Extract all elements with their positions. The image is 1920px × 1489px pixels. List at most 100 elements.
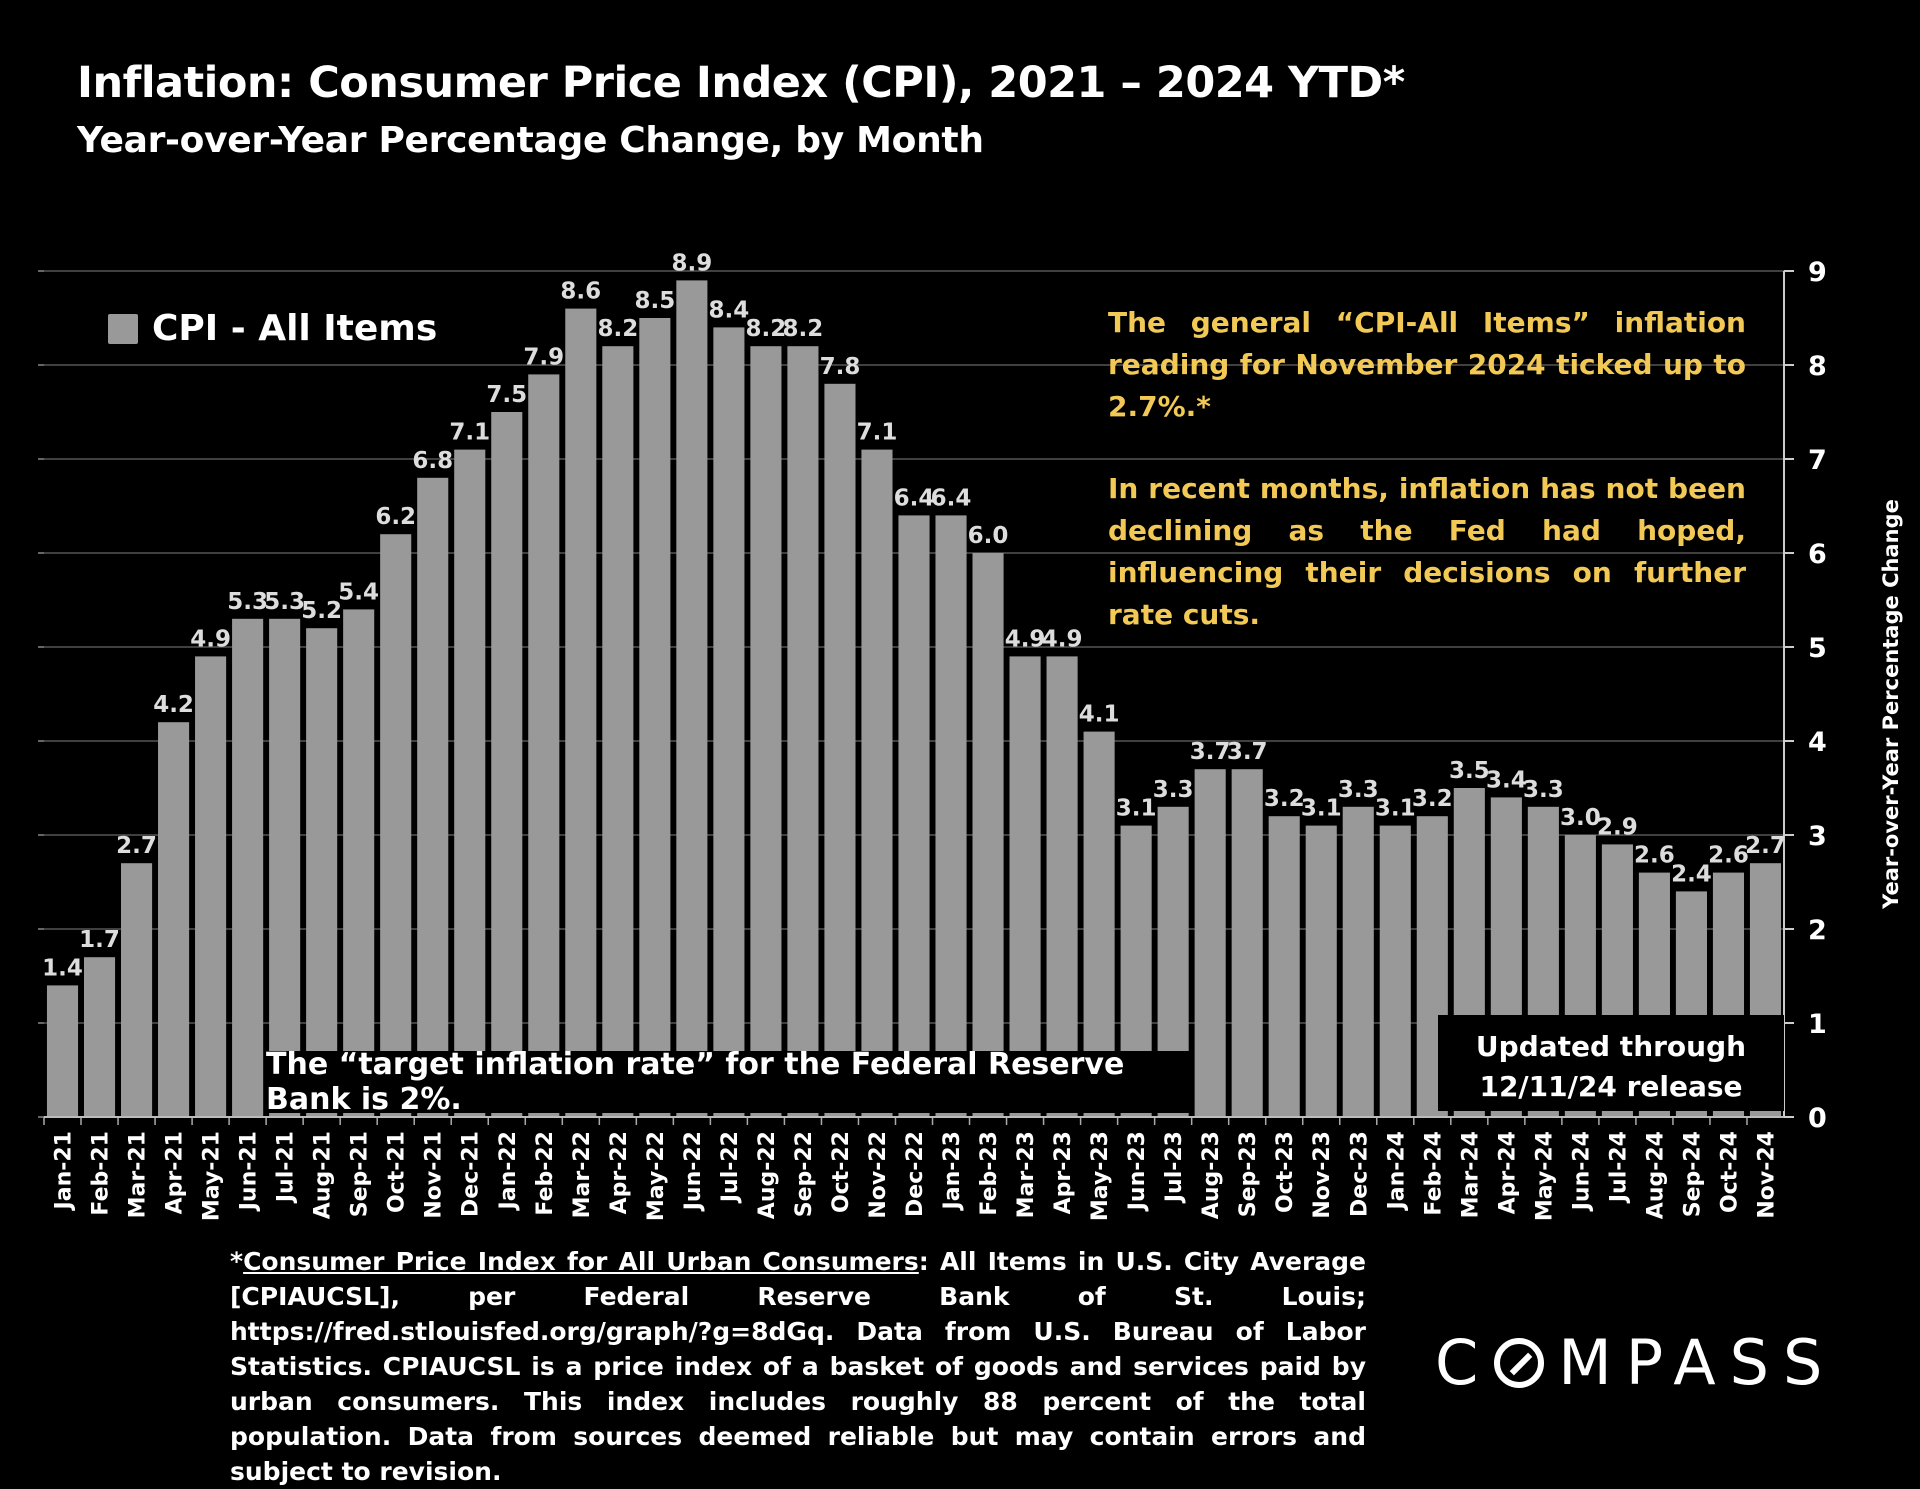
bar-value-label: 2.4 [1671, 861, 1712, 887]
bar [898, 515, 930, 1117]
y-tick-label: 6 [1808, 539, 1827, 570]
y-tick-label: 8 [1808, 351, 1827, 382]
x-tick-label: Sep-22 [792, 1131, 817, 1217]
bar-value-label: 4.1 [1079, 702, 1120, 728]
bar-value-label: 3.1 [1116, 796, 1157, 822]
bar-value-label: 4.9 [1042, 626, 1083, 652]
bar [639, 318, 671, 1117]
x-tick-label: May-22 [644, 1131, 669, 1221]
x-tick-label: Feb-21 [89, 1131, 114, 1216]
bar-value-label: 5.3 [264, 589, 305, 615]
bar [565, 308, 597, 1118]
y-tick-label: 1 [1808, 1009, 1827, 1040]
x-tick-label: Mar-21 [126, 1131, 151, 1218]
x-tick-label: Sep-21 [348, 1131, 373, 1217]
bar-value-label: 6.2 [375, 504, 416, 530]
bar-value-label: 3.3 [1338, 777, 1379, 803]
x-tick-label: Nov-21 [422, 1131, 447, 1219]
bar-value-label: 3.3 [1153, 777, 1194, 803]
x-tick-label: Jul-21 [274, 1131, 299, 1204]
footnote: *Consumer Price Index for All Urban Cons… [230, 1244, 1366, 1489]
legend-swatch [108, 313, 138, 344]
footnote-source-link[interactable]: Consumer Price Index for All Urban Consu… [243, 1247, 919, 1276]
bar-value-label: 8.4 [709, 297, 750, 323]
bar-value-label: 1.4 [42, 955, 83, 981]
updated-through-note: Updated through 12/11/24 release [1438, 1015, 1784, 1111]
bar [713, 327, 745, 1117]
x-tick-label: May-23 [1088, 1131, 1113, 1221]
x-tick-label: Dec-21 [459, 1131, 484, 1217]
bar [46, 985, 79, 1117]
bar [787, 346, 819, 1117]
bar [1231, 769, 1263, 1117]
bar-value-label: 3.7 [1190, 739, 1231, 765]
x-tick-label: Oct-23 [1273, 1131, 1298, 1213]
x-tick-label: Sep-23 [1236, 1131, 1261, 1217]
x-tick-label: May-24 [1532, 1131, 1557, 1221]
x-tick-label: Apr-21 [163, 1131, 188, 1214]
bar [121, 863, 153, 1117]
bar [269, 618, 301, 1117]
x-tick-label: Jun-24 [1569, 1131, 1594, 1212]
x-tick-label: Jul-23 [1162, 1131, 1187, 1204]
bar-value-label: 3.2 [1264, 786, 1305, 812]
bar-value-label: 8.2 [783, 316, 824, 342]
x-tick-label: Jun-23 [1125, 1131, 1150, 1212]
x-tick-label: Oct-22 [829, 1131, 854, 1213]
bar-value-label: 3.5 [1449, 758, 1490, 784]
bar [1268, 816, 1300, 1117]
bar [83, 957, 116, 1117]
bar [528, 374, 560, 1117]
bar-value-label: 3.3 [1523, 777, 1564, 803]
x-tick-label: Apr-23 [1051, 1131, 1076, 1214]
x-tick-label: Feb-23 [977, 1131, 1002, 1216]
y-tick-label: 4 [1808, 727, 1827, 758]
x-tick-label: Jan-24 [1384, 1131, 1409, 1211]
x-tick-label: Sep-24 [1680, 1131, 1705, 1217]
bar-value-label: 8.6 [560, 279, 601, 305]
y-tick-label: 3 [1808, 821, 1827, 852]
x-tick-label: Nov-24 [1754, 1131, 1779, 1219]
x-tick-label: Mar-24 [1458, 1131, 1483, 1218]
bar [232, 618, 264, 1117]
bar [1379, 825, 1411, 1117]
x-tick-label: Jun-21 [237, 1131, 262, 1212]
bar-value-label: 1.7 [79, 927, 120, 953]
bar [1305, 825, 1337, 1117]
bar-value-label: 4.2 [153, 692, 194, 718]
bar [602, 346, 634, 1117]
updated-line-2: 12/11/24 release [1479, 1070, 1743, 1103]
bar-value-label: 7.1 [857, 420, 898, 446]
x-tick-label: Jun-22 [681, 1131, 706, 1212]
bar-value-label: 3.7 [1227, 739, 1268, 765]
chart-title: Inflation: Consumer Price Index (CPI), 2… [77, 58, 1405, 108]
x-tick-label: Nov-22 [866, 1131, 891, 1219]
chart-subtitle: Year-over-Year Percentage Change, by Mon… [77, 120, 984, 161]
footnote-text: : All Items in U.S. City Average [CPIAUC… [230, 1247, 1367, 1486]
x-tick-label: Mar-23 [1014, 1131, 1039, 1218]
y-tick-label: 7 [1808, 445, 1827, 476]
bar-value-label: 2.6 [1708, 843, 1749, 869]
target-inflation-note: The “target inflation rate” for the Fede… [266, 1047, 1194, 1117]
inflation-annotation: The general “CPI-All Items” inflation re… [1108, 302, 1746, 676]
bar [824, 383, 856, 1117]
x-tick-label: Aug-24 [1643, 1131, 1668, 1219]
compass-o-icon [1494, 1337, 1545, 1388]
annotation-paragraph-1: The general “CPI-All Items” inflation re… [1108, 306, 1746, 423]
updated-line-1: Updated through [1475, 1030, 1747, 1063]
x-tick-label: Mar-22 [570, 1131, 595, 1218]
bar [1009, 656, 1041, 1117]
bar-value-label: 5.2 [301, 598, 342, 624]
bar [343, 609, 375, 1117]
bar [380, 534, 412, 1117]
bar [972, 553, 1004, 1117]
bar [1342, 806, 1374, 1117]
bar-value-label: 3.1 [1301, 796, 1342, 822]
bar-value-label: 3.0 [1560, 805, 1601, 831]
bar-value-label: 5.4 [338, 579, 379, 605]
bar [454, 449, 486, 1118]
y-tick-label: 0 [1808, 1103, 1827, 1134]
y-tick-label: 5 [1808, 633, 1827, 664]
x-tick-label: Oct-24 [1717, 1131, 1742, 1213]
bar-value-label: 6.4 [894, 485, 935, 511]
